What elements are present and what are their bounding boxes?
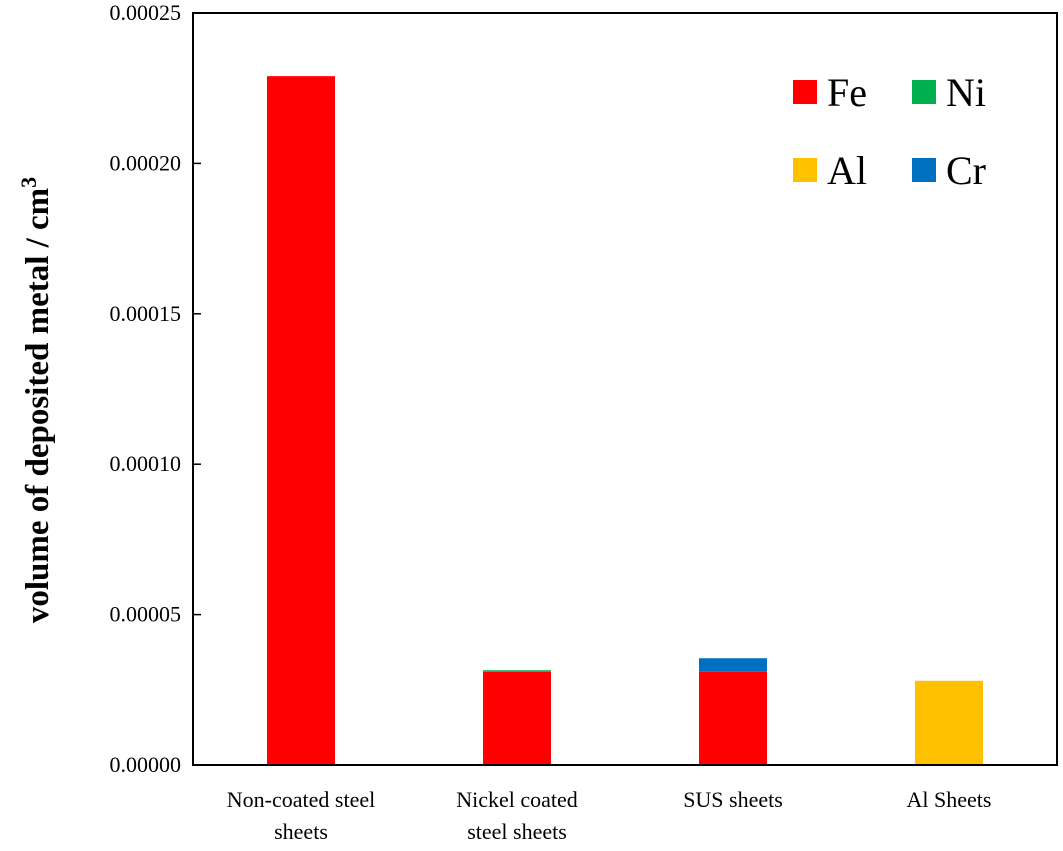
legend-swatch-cr bbox=[912, 158, 936, 182]
legend: Fe Ni Al Cr bbox=[793, 70, 986, 193]
bar-fe-1 bbox=[267, 76, 335, 766]
y-tick-label: 0.00025 bbox=[110, 0, 182, 25]
y-tick-label: 0.00015 bbox=[110, 301, 182, 326]
bar-al-4 bbox=[915, 680, 983, 765]
x-category-label: SUS sheets bbox=[683, 787, 783, 812]
legend-label-cr: Cr bbox=[946, 148, 986, 193]
legend-swatch-fe bbox=[793, 80, 817, 104]
y-tick-label: 0.00010 bbox=[110, 451, 182, 476]
x-category-label: Nickel coated bbox=[456, 787, 578, 812]
legend-label-al: Al bbox=[827, 148, 867, 193]
legend-swatch-ni bbox=[912, 80, 936, 104]
bar-fe-2 bbox=[483, 671, 551, 765]
y-axis-label: volume of deposited metal / cm3 bbox=[16, 177, 56, 623]
y-tick-label: 0.00000 bbox=[110, 752, 182, 777]
y-tick-label: 0.00020 bbox=[110, 150, 182, 175]
bars bbox=[267, 76, 983, 766]
y-axis-ticks: 0.00000 0.00005 0.00010 0.00015 0.00020 0.000… bbox=[110, 0, 201, 777]
legend-label-ni: Ni bbox=[946, 70, 986, 115]
plot-area-frame bbox=[192, 12, 1058, 766]
bar-fe-3 bbox=[699, 671, 767, 765]
x-category-label: sheets bbox=[274, 819, 328, 844]
legend-swatch-al bbox=[793, 158, 817, 182]
bar-cr-3 bbox=[699, 658, 767, 672]
y-tick-label: 0.00005 bbox=[110, 602, 182, 627]
bar-ni-2 bbox=[483, 670, 551, 672]
x-category-label: steel sheets bbox=[467, 819, 567, 844]
x-axis-category-labels: Non-coated steel sheets Nickel coated steel… bbox=[227, 787, 992, 844]
y-axis-label-superscript: 3 bbox=[16, 177, 41, 188]
x-category-label: Al Sheets bbox=[907, 787, 992, 812]
x-category-label: Non-coated steel bbox=[227, 787, 375, 812]
legend-label-fe: Fe bbox=[827, 70, 867, 115]
y-axis-label-text: volume of deposited metal / cm bbox=[20, 188, 56, 623]
